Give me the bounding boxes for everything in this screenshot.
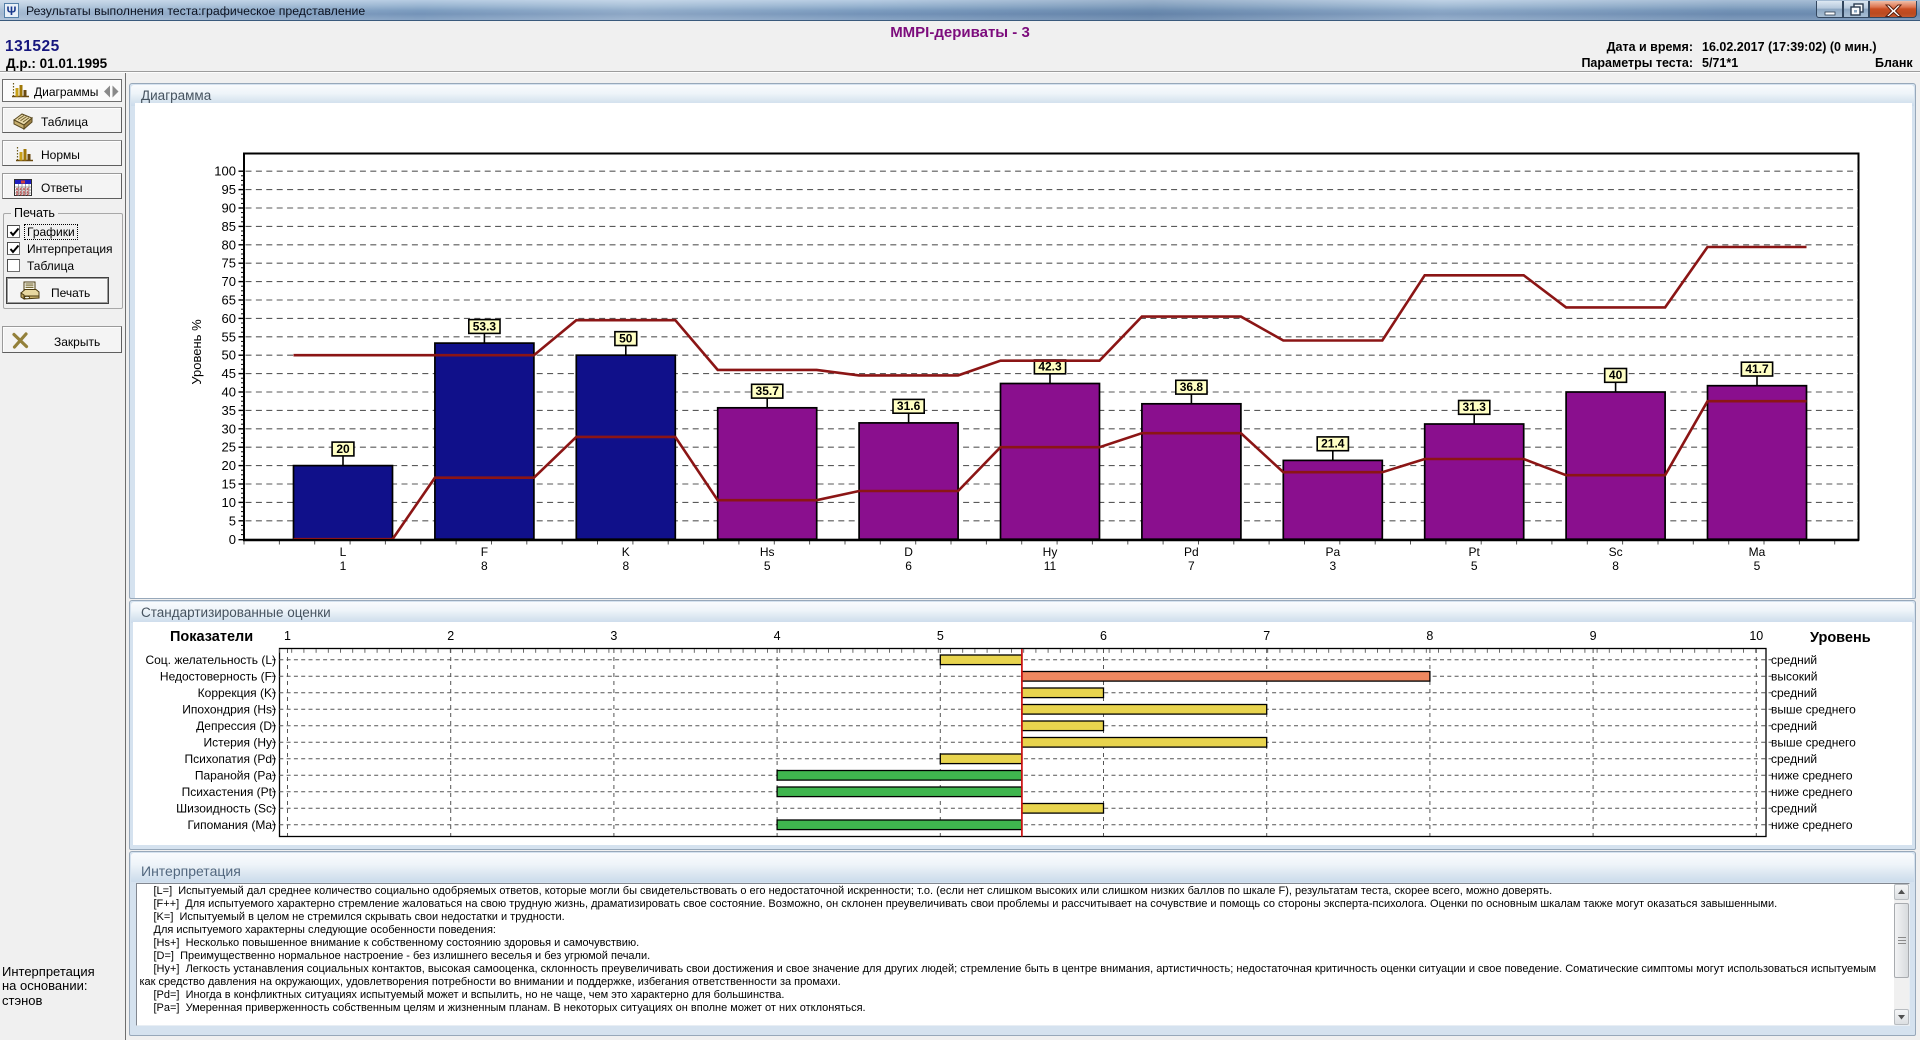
svg-text:средний: средний (1771, 686, 1817, 700)
svg-text:3: 3 (1329, 559, 1336, 573)
svg-text:Sc: Sc (1609, 545, 1623, 559)
svg-text:средний: средний (1771, 719, 1817, 733)
svg-text:40: 40 (1609, 368, 1623, 382)
svg-text:10: 10 (1749, 629, 1763, 643)
svg-text:25: 25 (222, 440, 236, 455)
svg-text:75: 75 (222, 256, 236, 271)
svg-text:ниже среднего: ниже среднего (1771, 818, 1853, 832)
svg-text:F: F (481, 545, 488, 559)
svg-text:5: 5 (229, 513, 236, 528)
svg-text:50: 50 (222, 348, 236, 363)
svg-text:9: 9 (1590, 629, 1597, 643)
svg-text:средний: средний (1771, 653, 1817, 667)
svg-text:Депрессия (D): Депрессия (D) (196, 719, 276, 733)
svg-text:0: 0 (229, 532, 236, 547)
svg-text:средний: средний (1771, 752, 1817, 766)
svg-text:31.3: 31.3 (1463, 400, 1487, 414)
svg-text:выше среднего: выше среднего (1771, 702, 1856, 716)
svg-text:D: D (904, 545, 913, 559)
svg-text:6: 6 (905, 559, 912, 573)
svg-text:высокий: высокий (1771, 669, 1817, 683)
svg-text:8: 8 (1612, 559, 1619, 573)
svg-text:Истерия (Hy): Истерия (Hy) (203, 735, 276, 749)
svg-text:7: 7 (1263, 629, 1270, 643)
svg-text:Pt: Pt (1469, 545, 1481, 559)
svg-text:100: 100 (214, 164, 236, 179)
svg-text:ниже среднего: ниже среднего (1771, 785, 1853, 799)
svg-text:30: 30 (222, 421, 236, 436)
svg-text:выше среднего: выше среднего (1771, 735, 1856, 749)
svg-text:10: 10 (222, 495, 236, 510)
svg-text:60: 60 (222, 311, 236, 326)
svg-text:90: 90 (222, 201, 236, 216)
svg-text:36.8: 36.8 (1180, 380, 1204, 394)
svg-text:21.4: 21.4 (1321, 437, 1345, 451)
svg-text:5: 5 (1754, 559, 1761, 573)
svg-text:8: 8 (622, 559, 629, 573)
svg-text:Pd: Pd (1184, 545, 1199, 559)
svg-text:6: 6 (1100, 629, 1107, 643)
svg-text:95: 95 (222, 182, 236, 197)
svg-text:Соц. желательность (L): Соц. желательность (L) (145, 653, 276, 667)
svg-text:20: 20 (222, 458, 236, 473)
svg-text:8: 8 (1426, 629, 1433, 643)
svg-text:ниже среднего: ниже среднего (1771, 768, 1853, 782)
svg-text:Шизоидность (Sc): Шизоидность (Sc) (176, 801, 276, 815)
svg-text:50: 50 (619, 331, 633, 345)
svg-text:85: 85 (222, 219, 236, 234)
svg-text:Ma: Ma (1749, 545, 1766, 559)
svg-text:Hs: Hs (760, 545, 775, 559)
svg-text:70: 70 (222, 274, 236, 289)
svg-text:средний: средний (1771, 801, 1817, 815)
svg-text:L: L (340, 545, 347, 559)
svg-text:Уровень %: Уровень % (189, 319, 204, 385)
svg-text:35: 35 (222, 403, 236, 418)
svg-text:Недостоверность (F): Недостоверность (F) (160, 669, 276, 683)
svg-text:31.6: 31.6 (897, 399, 921, 413)
svg-text:42.3: 42.3 (1038, 360, 1062, 374)
svg-text:3: 3 (610, 629, 617, 643)
svg-text:Показатели: Показатели (170, 629, 253, 645)
svg-text:Hy: Hy (1043, 545, 1058, 559)
svg-text:1: 1 (284, 629, 291, 643)
svg-text:Паранойя (Pa): Паранойя (Pa) (195, 768, 276, 782)
svg-text:Гипомания (Ma): Гипомания (Ma) (188, 818, 276, 832)
svg-text:Ипохондрия (Hs): Ипохондрия (Hs) (182, 702, 276, 716)
svg-text:53.3: 53.3 (473, 319, 497, 333)
svg-text:41.7: 41.7 (1745, 362, 1769, 376)
svg-text:40: 40 (222, 385, 236, 400)
svg-text:4: 4 (774, 629, 781, 643)
svg-text:5: 5 (937, 629, 944, 643)
svg-text:65: 65 (222, 293, 236, 308)
svg-text:Pa: Pa (1325, 545, 1340, 559)
svg-text:55: 55 (222, 329, 236, 344)
svg-text:45: 45 (222, 366, 236, 381)
svg-text:Коррекция (K): Коррекция (K) (198, 686, 276, 700)
svg-text:K: K (622, 545, 630, 559)
svg-text:5: 5 (1471, 559, 1478, 573)
svg-text:1: 1 (340, 559, 347, 573)
svg-text:Психастения (Pt): Психастения (Pt) (182, 785, 276, 799)
svg-text:80: 80 (222, 237, 236, 252)
svg-text:8: 8 (481, 559, 488, 573)
svg-text:2: 2 (447, 629, 454, 643)
svg-text:Уровень: Уровень (1810, 630, 1871, 646)
svg-text:11: 11 (1044, 559, 1057, 573)
svg-text:Психопатия (Pd): Психопатия (Pd) (185, 752, 276, 766)
svg-text:15: 15 (222, 477, 236, 492)
svg-text:20: 20 (336, 442, 350, 456)
svg-text:7: 7 (1188, 559, 1195, 573)
svg-text:5: 5 (764, 559, 771, 573)
svg-text:35.7: 35.7 (756, 384, 780, 398)
